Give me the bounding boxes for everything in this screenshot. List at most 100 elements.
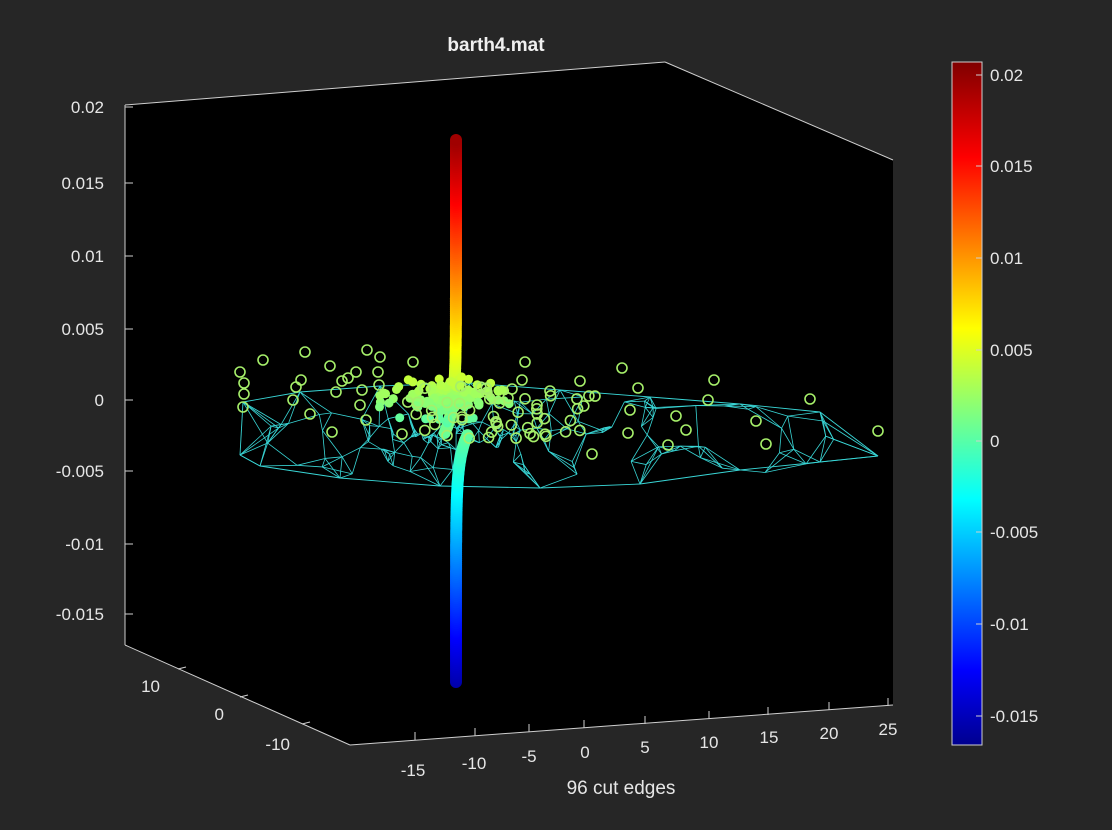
mesh-edge: [724, 405, 749, 410]
mesh-edge: [339, 477, 441, 487]
mesh-edge: [259, 426, 272, 467]
mesh-edge: [448, 442, 451, 448]
mesh-edge: [278, 423, 289, 429]
mesh-edge: [653, 405, 696, 409]
y-tick-label: -10: [265, 735, 290, 754]
mesh-edge: [516, 402, 521, 424]
mesh-edge: [299, 391, 320, 415]
cut-edge-marker: [564, 414, 577, 427]
mesh-edge: [384, 448, 395, 453]
mesh-edge: [478, 430, 487, 440]
z-axis: [125, 106, 133, 615]
mesh-edge: [513, 413, 518, 426]
eigenvector-point: [384, 398, 394, 408]
colorbar-tick-label: -0.01: [990, 615, 1029, 634]
eigenvector-point: [461, 429, 474, 442]
mesh-edge: [239, 425, 272, 456]
mesh-edge: [267, 426, 272, 444]
mesh-edge: [641, 417, 654, 427]
cut-edge-marker: [374, 351, 386, 363]
mesh-edge: [649, 396, 741, 405]
x-tick-label: 10: [700, 733, 719, 752]
mesh-edge: [420, 457, 434, 468]
eigenvector-point: [403, 375, 413, 385]
cut-edge-marker: [872, 425, 884, 437]
mesh-edge: [764, 463, 807, 473]
mesh-edge: [695, 405, 699, 447]
cut-edge-marker: [586, 448, 598, 460]
mesh-edge: [559, 389, 651, 398]
mesh-edge: [339, 456, 343, 479]
mesh-edge: [513, 461, 531, 475]
cut-edge-marker: [531, 408, 544, 420]
mesh-edge: [432, 467, 441, 487]
mesh-edge: [624, 396, 651, 403]
colorbar-gradient[interactable]: [951, 61, 983, 746]
chart-title: barth4.mat: [447, 35, 545, 56]
mesh-edge: [516, 423, 521, 431]
mesh-edge: [658, 445, 681, 448]
mesh-edge: [515, 430, 521, 442]
mesh-edge: [403, 442, 413, 457]
eigenvector-point: [414, 386, 424, 396]
cut-edge-marker: [559, 425, 572, 438]
mesh-edge: [409, 467, 434, 472]
cut-edge-marker: [350, 366, 362, 378]
cut-edge-marker: [622, 427, 634, 439]
eigenvector-point: [464, 374, 474, 384]
mesh-edge: [478, 430, 480, 443]
mesh-edge: [630, 446, 659, 462]
mesh-edge: [387, 452, 395, 462]
eigenvector-point: [457, 372, 467, 382]
cut-edge-marker: [544, 385, 556, 397]
cut-edge-marker: [425, 404, 438, 417]
z-tick-label: -0.005: [56, 462, 104, 481]
mesh-edge: [630, 434, 648, 462]
cut-edge-marker: [521, 421, 534, 434]
mesh-edge: [420, 457, 441, 487]
x-tick-label: -15: [401, 761, 426, 780]
mesh-edge: [513, 424, 521, 431]
colorbar-tick-label: 0: [990, 432, 999, 451]
z-tick-label: 0.005: [61, 320, 104, 339]
colorbar[interactable]: 0.02 0.015 0.01 0.005 0 -0.005 -0.01 -0.…: [951, 61, 1038, 746]
mesh-edge: [299, 391, 332, 414]
mesh-edge: [387, 461, 394, 467]
z-tick-label: 0: [95, 391, 104, 410]
mesh-edge: [267, 442, 298, 466]
mesh-edge: [367, 425, 370, 442]
mesh-edge: [513, 453, 522, 463]
mesh-edge: [387, 454, 391, 462]
mesh-edge: [755, 406, 788, 417]
x-tick-label: 5: [640, 738, 649, 757]
mesh-edge: [456, 426, 463, 429]
mesh-edge: [700, 447, 706, 458]
mesh-edge: [380, 448, 389, 462]
mesh-edge: [652, 408, 657, 418]
mesh-edge: [495, 438, 502, 448]
cut-edge-marker: [428, 418, 441, 431]
x-tick-label: 15: [760, 728, 779, 747]
x-axis: [414, 698, 889, 740]
mesh-edge: [548, 450, 575, 468]
cut-edge-marker: [372, 366, 384, 378]
mesh-edge: [624, 400, 645, 403]
cut-edge-marker: [527, 430, 540, 443]
mesh-edge: [539, 483, 641, 489]
mesh-edge: [437, 440, 439, 449]
cut-edge-markers: [234, 344, 884, 460]
colorbar-tick-label: -0.015: [990, 707, 1038, 726]
mesh-edge: [439, 469, 453, 487]
mesh-edge: [644, 407, 654, 418]
mesh-edge: [779, 452, 807, 465]
mesh-edge: [322, 430, 343, 458]
cut-edge-marker: [493, 397, 506, 409]
mesh-edge: [321, 458, 326, 468]
mesh-edge: [819, 455, 879, 463]
mesh-edge: [259, 465, 341, 479]
mesh-edge: [393, 465, 411, 472]
mesh-edge: [324, 458, 341, 479]
cut-edge-marker: [516, 374, 528, 386]
